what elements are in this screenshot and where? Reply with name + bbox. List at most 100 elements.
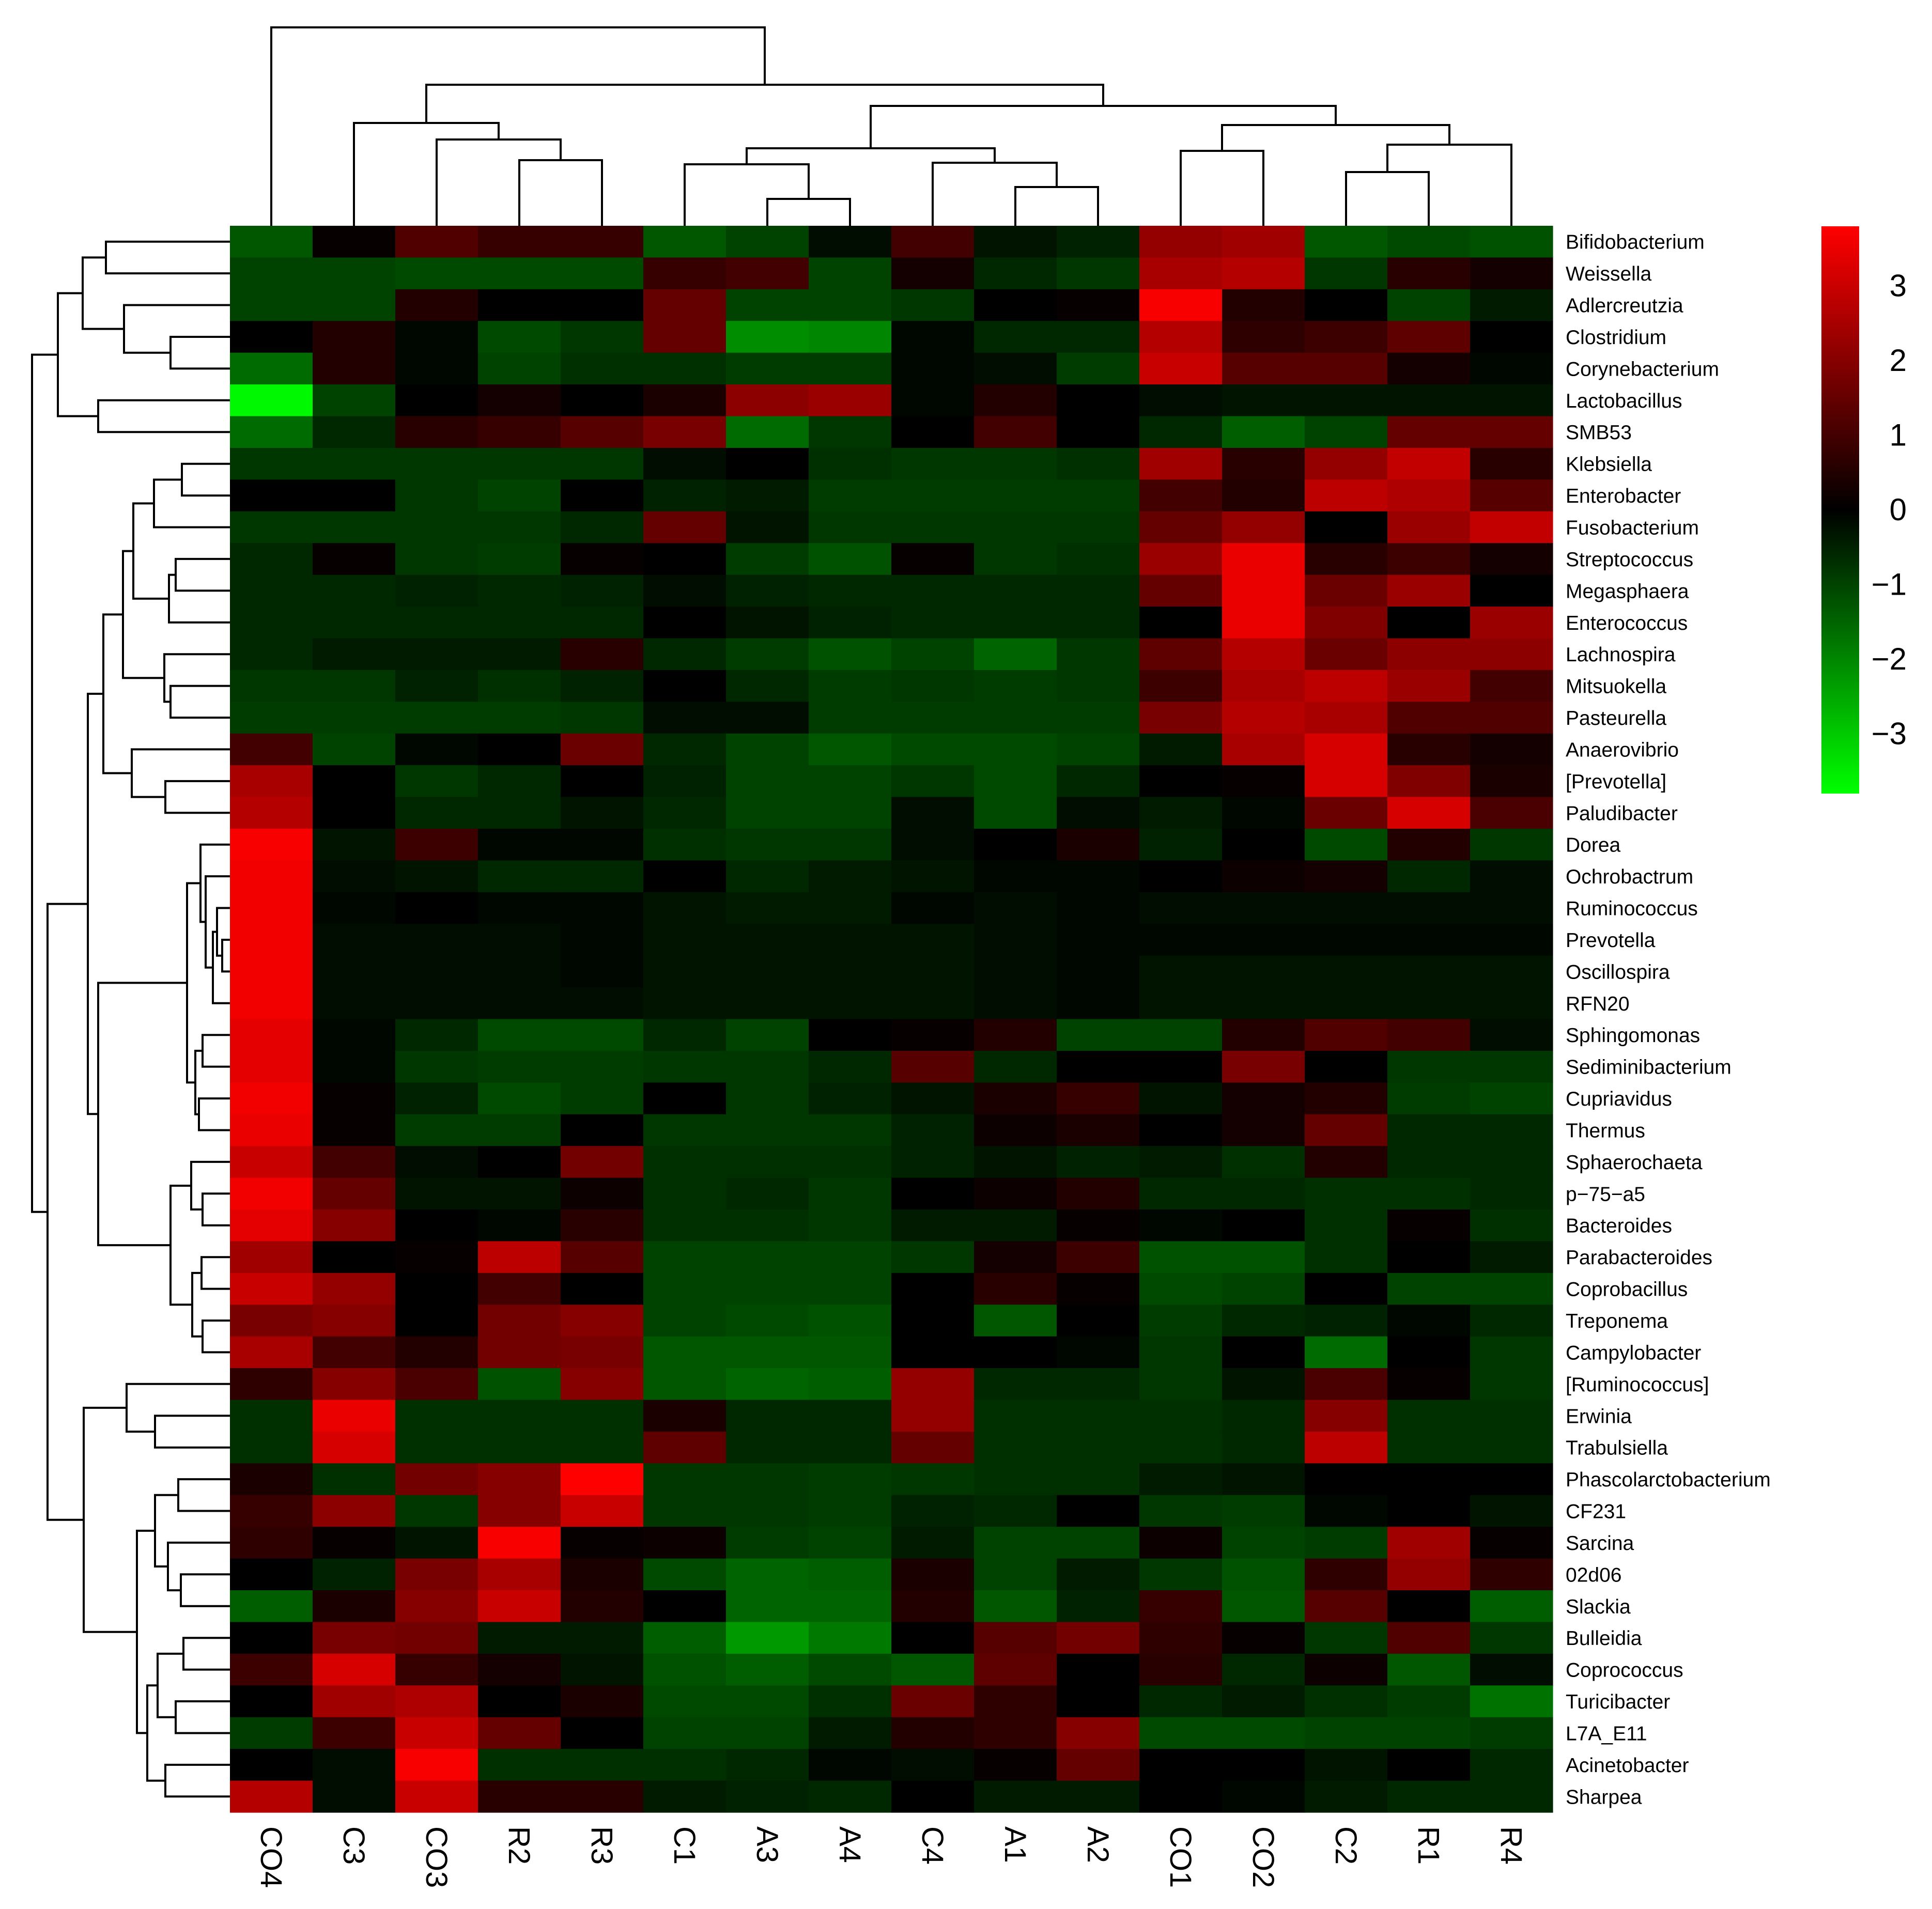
heatmap-cell-ruminococcus-a1 <box>974 892 1057 924</box>
column-dendrogram-branch <box>1221 124 1450 151</box>
heatmap-cell-sphaerochaeta-a2 <box>1057 1146 1140 1178</box>
heatmap-cell-megasphaera-c1 <box>643 575 727 607</box>
heatmap-cell-erwinia-r3 <box>561 1400 644 1432</box>
heatmap-cell-corynebacterium-c2 <box>1305 352 1388 385</box>
heatmap-cell-rfn20-r4 <box>1470 987 1553 1020</box>
heatmap-cell-lactobacillus-co2 <box>1222 384 1305 417</box>
heatmap-cell-acinetobacter-a1 <box>974 1749 1057 1781</box>
heatmap-cell-coprobacillus-c4 <box>891 1272 975 1305</box>
heatmap-cell-cupriavidus-co2 <box>1222 1082 1305 1115</box>
heatmap-cell-ruminococcus-co3 <box>395 1368 478 1401</box>
heatmap-cell-enterobacter-c1 <box>643 479 727 512</box>
heatmap-cell-sarcina-r3 <box>561 1527 644 1559</box>
row-dendrogram-branch <box>83 1406 137 1633</box>
heatmap-cell-02d06-c1 <box>643 1558 727 1591</box>
heatmap-cell-parabacteroides-a2 <box>1057 1241 1140 1274</box>
heatmap-cell-streptococcus-co2 <box>1222 543 1305 576</box>
heatmap-cell-coprococcus-co2 <box>1222 1653 1305 1686</box>
heatmap-cell-treponema-c1 <box>643 1305 727 1337</box>
heatmap-cell-l7a-e11-a2 <box>1057 1717 1140 1749</box>
heatmap-cell-ruminococcus-co4 <box>230 892 313 924</box>
heatmap-cell-sphaerochaeta-c4 <box>891 1146 975 1178</box>
heatmap-cell-campylobacter-co4 <box>230 1336 313 1369</box>
heatmap-cell-streptococcus-c2 <box>1305 543 1388 576</box>
heatmap-cell-enterobacter-c2 <box>1305 479 1388 512</box>
heatmap-cell-lachnospira-c2 <box>1305 638 1388 671</box>
heatmap-cell-bifidobacterium-a2 <box>1057 226 1140 258</box>
heatmap-cell-phascolarctobacterium-co1 <box>1139 1463 1223 1496</box>
heatmap-cell-smb53-co4 <box>230 416 313 448</box>
heatmap-cell-prevotella-c2 <box>1305 924 1388 956</box>
heatmap-cell-cf231-c3 <box>313 1495 396 1527</box>
heatmap-cell-prevotella-c3 <box>313 924 396 956</box>
column-label-c3: C3 <box>337 1826 370 1865</box>
row-label-phascolarctobacterium: Phascolarctobacterium <box>1566 1469 1771 1491</box>
heatmap-cell-cupriavidus-c1 <box>643 1082 727 1115</box>
heatmap-cell-rfn20-r3 <box>561 987 644 1020</box>
heatmap-cell-campylobacter-r1 <box>1387 1336 1471 1369</box>
heatmap-cell-rfn20-c3 <box>313 987 396 1020</box>
heatmap-cell-sphingomonas-c2 <box>1305 1019 1388 1051</box>
heatmap-cell-streptococcus-co4 <box>230 543 313 576</box>
heatmap-cell-acinetobacter-co1 <box>1139 1749 1223 1781</box>
heatmap-cell-clostridium-r2 <box>478 321 561 353</box>
heatmap-cell-sphingomonas-co1 <box>1139 1019 1223 1051</box>
heatmap-cell-p-75-a5-r1 <box>1387 1177 1471 1210</box>
heatmap-cell-ruminococcus-a2 <box>1057 1368 1140 1401</box>
heatmap-cell-sharpea-co4 <box>230 1780 313 1813</box>
heatmap-cell-klebsiella-co1 <box>1139 447 1223 480</box>
heatmap-cell-pasteurella-r2 <box>478 702 561 734</box>
heatmap-cell-sediminibacterium-c3 <box>313 1050 396 1083</box>
heatmap-cell-cf231-r1 <box>1387 1495 1471 1527</box>
heatmap-cell-phascolarctobacterium-co3 <box>395 1463 478 1496</box>
heatmap-cell-ruminococcus-r4 <box>1470 1368 1553 1401</box>
heatmap-cell-prevotella-co1 <box>1139 765 1223 798</box>
heatmap-cell-anaerovibrio-co4 <box>230 733 313 766</box>
heatmap-cell-cf231-a2 <box>1057 1495 1140 1527</box>
heatmap-cell-anaerovibrio-co2 <box>1222 733 1305 766</box>
column-dendrogram-branch <box>684 163 810 226</box>
row-dendrogram-branch <box>182 1637 230 1671</box>
heatmap-cell-dorea-co2 <box>1222 828 1305 861</box>
heatmap-cell-bacteroides-r4 <box>1470 1209 1553 1242</box>
heatmap-cell-parabacteroides-a1 <box>974 1241 1057 1274</box>
row-label-anaerovibrio: Anaerovibrio <box>1566 739 1679 761</box>
heatmap-cell-weissella-co4 <box>230 257 313 290</box>
heatmap-cell-sediminibacterium-r4 <box>1470 1050 1553 1083</box>
heatmap-cell-sharpea-r1 <box>1387 1780 1471 1813</box>
heatmap-cell-treponema-co2 <box>1222 1305 1305 1337</box>
heatmap-cell-anaerovibrio-c3 <box>313 733 396 766</box>
row-label-bifidobacterium: Bifidobacterium <box>1566 231 1705 254</box>
row-label-cf231: CF231 <box>1566 1501 1626 1523</box>
heatmap-cell-weissella-r1 <box>1387 257 1471 290</box>
heatmap-cell-parabacteroides-a3 <box>726 1241 809 1274</box>
row-dendrogram-branch <box>132 502 169 600</box>
heatmap-cell-fusobacterium-co4 <box>230 511 313 544</box>
heatmap-cell-coprobacillus-a2 <box>1057 1272 1140 1305</box>
heatmap-cell-turicibacter-c2 <box>1305 1685 1388 1718</box>
heatmap-cell-campylobacter-a2 <box>1057 1336 1140 1369</box>
row-dendrogram-branch <box>122 550 164 679</box>
heatmap-cell-mitsuokella-a3 <box>726 670 809 702</box>
heatmap-cell-p-75-a5-c4 <box>891 1177 975 1210</box>
color-legend-bar <box>1821 226 1859 794</box>
heatmap-cell-slackia-a2 <box>1057 1590 1140 1623</box>
row-label-campylobacter: Campylobacter <box>1566 1342 1701 1364</box>
row-dendrogram-branch <box>87 692 103 1115</box>
heatmap-cell-bacteroides-c4 <box>891 1209 975 1242</box>
row-dendrogram-branch <box>164 780 230 814</box>
heatmap-cell-02d06-co2 <box>1222 1558 1305 1591</box>
heatmap-cell-rfn20-co1 <box>1139 987 1223 1020</box>
row-dendrogram-branch <box>57 292 98 417</box>
heatmap-cell-treponema-r2 <box>478 1305 561 1337</box>
row-label-sarcina: Sarcina <box>1566 1532 1634 1555</box>
heatmap-cell-bifidobacterium-co1 <box>1139 226 1223 258</box>
heatmap-cell-streptococcus-c1 <box>643 543 727 576</box>
heatmap-cell-adlercreutzia-a2 <box>1057 289 1140 321</box>
heatmap-cell-coprococcus-c2 <box>1305 1653 1388 1686</box>
heatmap-cell-megasphaera-co2 <box>1222 575 1305 607</box>
heatmap-cell-erwinia-co1 <box>1139 1400 1223 1432</box>
heatmap-cell-trabulsiella-r1 <box>1387 1431 1471 1464</box>
heatmap-cell-adlercreutzia-r1 <box>1387 289 1471 321</box>
heatmap-cell-paludibacter-c2 <box>1305 797 1388 829</box>
